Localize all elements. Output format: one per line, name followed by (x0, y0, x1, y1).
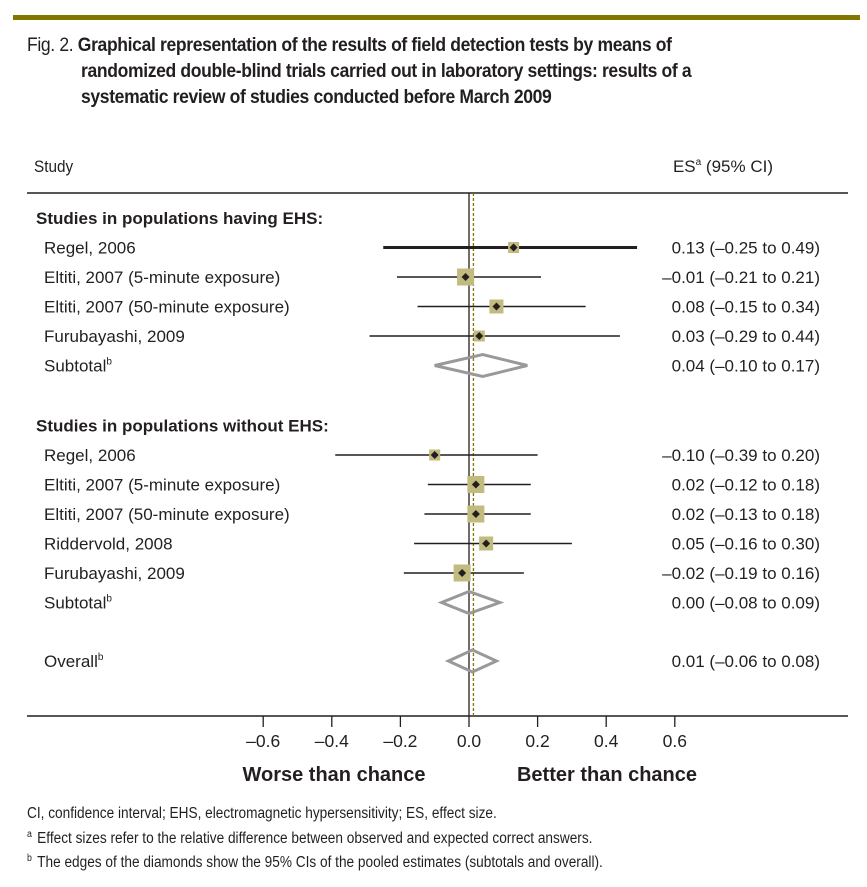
footnote-a-text: Effect sizes refer to the relative diffe… (37, 830, 593, 848)
effect-size-value: 0.02 (–0.12 to 0.18) (672, 476, 820, 495)
effect-size-value: 0.13 (–0.25 to 0.49) (672, 239, 820, 258)
header-study: Study (34, 157, 74, 176)
study-label: Furubayashi, 2009 (44, 327, 185, 346)
footnote-b-text: The edges of the diamonds show the 95% C… (37, 854, 603, 872)
footnote-abbreviations: CI, confidence interval; EHS, electromag… (27, 805, 497, 822)
overall-diamond (444, 648, 501, 674)
figure-title-line-3: systematic review of studies conducted b… (81, 86, 552, 108)
footnote-b: b The edges of the diamonds show the 95% … (27, 853, 603, 872)
x-tick-label: –0.2 (383, 731, 417, 751)
footnote-a-mark: a (27, 829, 32, 840)
effect-size-value: 0.02 (–0.13 to 0.18) (672, 505, 820, 524)
study-label: Eltiti, 2007 (5-minute exposure) (44, 268, 280, 287)
point-estimate (471, 480, 480, 489)
subtotal-label: Subtotalb (44, 594, 112, 613)
study-label: Riddervold, 2008 (44, 535, 173, 554)
subtotal-label: Subtotalb (44, 357, 112, 376)
group-heading: Studies in populations without EHS: (36, 417, 329, 436)
point-estimate (482, 539, 491, 548)
effect-size-value: –0.02 (–0.19 to 0.16) (662, 564, 820, 583)
study-label: Eltiti, 2007 (50-minute exposure) (44, 298, 290, 317)
group-heading: Studies in populations having EHS: (36, 209, 323, 228)
point-estimate (458, 569, 467, 577)
accent-rule (13, 15, 860, 20)
x-tick-label: 0.0 (457, 731, 482, 751)
figure-number: Fig. 2. (27, 34, 74, 56)
footnote-b-mark: b (27, 853, 32, 864)
figure-caption: Fig. 2. Graphical representation of the … (27, 32, 747, 110)
overall-value: 0.01 (–0.06 to 0.08) (672, 652, 820, 671)
point-estimate (492, 302, 501, 311)
point-estimate (509, 243, 518, 252)
effect-size-value: –0.10 (–0.39 to 0.20) (662, 446, 820, 465)
x-tick-label: –0.6 (246, 731, 280, 751)
point-estimate (471, 510, 480, 518)
x-tick-label: 0.2 (525, 731, 549, 751)
study-label: Regel, 2006 (44, 446, 136, 465)
x-tick-label: –0.4 (315, 731, 349, 751)
x-tick-label: 0.6 (663, 731, 687, 751)
subtotal-value: 0.04 (–0.10 to 0.17) (672, 357, 820, 376)
footnote-a: a Effect sizes refer to the relative diff… (27, 829, 592, 848)
subtotal-value: 0.00 (–0.08 to 0.09) (672, 594, 820, 613)
x-tick-label: 0.4 (594, 731, 619, 751)
study-label: Furubayashi, 2009 (44, 564, 185, 583)
x-label-worse: Worse than chance (242, 764, 425, 786)
point-estimate (475, 332, 484, 340)
point-estimate (430, 451, 439, 459)
study-label: Eltiti, 2007 (5-minute exposure) (44, 476, 280, 495)
effect-size-value: –0.01 (–0.21 to 0.21) (662, 268, 820, 287)
subtotal-diamond (434, 352, 528, 379)
study-label: Eltiti, 2007 (50-minute exposure) (44, 505, 290, 524)
study-label: Regel, 2006 (44, 239, 136, 258)
point-estimate (461, 273, 470, 281)
subtotal-diamond (437, 589, 505, 616)
overall-label: Overallb (44, 652, 104, 671)
figure-title-line-2: randomized double-blind trials carried o… (81, 60, 692, 82)
header-es: ESa (95% CI) (673, 157, 773, 176)
figure-title-line-1: Graphical representation of the results … (77, 34, 672, 56)
effect-size-value: 0.05 (–0.16 to 0.30) (672, 535, 820, 554)
effect-size-value: 0.03 (–0.29 to 0.44) (672, 327, 820, 346)
x-label-better: Better than chance (517, 764, 697, 786)
effect-size-value: 0.08 (–0.15 to 0.34) (672, 298, 820, 317)
